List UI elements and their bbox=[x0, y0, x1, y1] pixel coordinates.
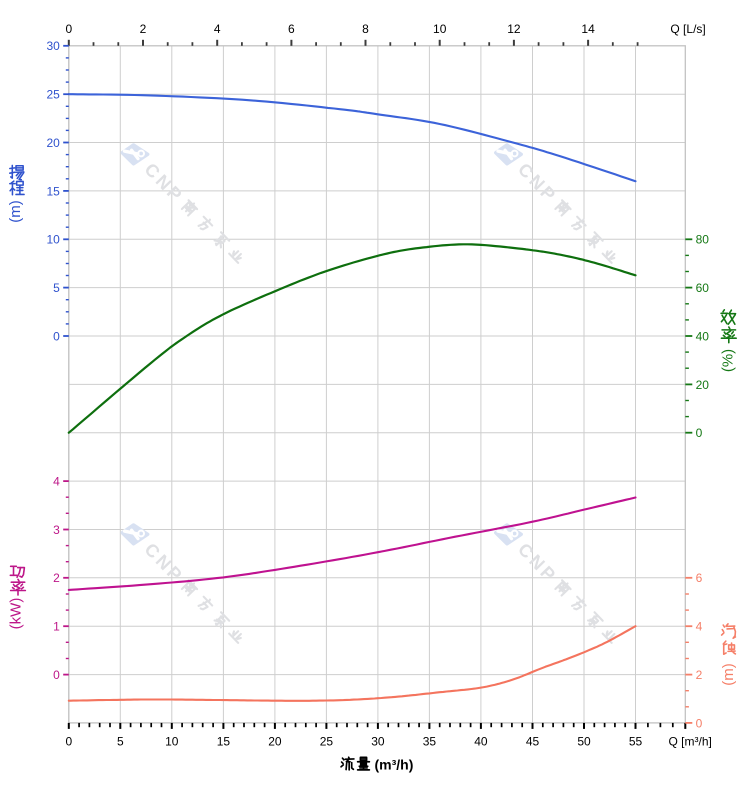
svg-text:6: 6 bbox=[696, 571, 703, 585]
svg-text:60: 60 bbox=[696, 281, 710, 295]
svg-text:(m): (m) bbox=[7, 200, 24, 223]
svg-text:5: 5 bbox=[117, 735, 124, 749]
svg-text:40: 40 bbox=[696, 329, 710, 343]
svg-text:(m³/h): (m³/h) bbox=[375, 756, 414, 772]
svg-text:25: 25 bbox=[46, 88, 60, 102]
svg-text:10: 10 bbox=[46, 233, 60, 247]
svg-text:10: 10 bbox=[165, 735, 179, 749]
svg-text:20: 20 bbox=[46, 136, 60, 150]
svg-text:50: 50 bbox=[577, 735, 591, 749]
svg-text:0: 0 bbox=[53, 668, 60, 682]
svg-text:0: 0 bbox=[65, 22, 72, 36]
svg-text:5: 5 bbox=[53, 281, 60, 295]
svg-text:4: 4 bbox=[696, 620, 703, 634]
svg-text:Q [L/s]: Q [L/s] bbox=[670, 22, 705, 36]
svg-text:(m): (m) bbox=[720, 663, 737, 686]
svg-text:8: 8 bbox=[362, 22, 369, 36]
svg-text:6: 6 bbox=[288, 22, 295, 36]
svg-text:(%): (%) bbox=[720, 349, 737, 372]
svg-text:0: 0 bbox=[65, 735, 72, 749]
svg-text:CNP: CNP bbox=[141, 539, 188, 587]
svg-text:CNP: CNP bbox=[514, 539, 561, 587]
svg-text:15: 15 bbox=[46, 184, 60, 198]
svg-text:0: 0 bbox=[696, 426, 703, 440]
svg-text:CNP: CNP bbox=[141, 159, 188, 207]
svg-text:2: 2 bbox=[140, 22, 147, 36]
svg-text:0: 0 bbox=[53, 329, 60, 343]
svg-text:80: 80 bbox=[696, 233, 710, 247]
svg-text:12: 12 bbox=[507, 22, 521, 36]
svg-text:(kW): (kW) bbox=[8, 598, 25, 630]
svg-text:20: 20 bbox=[268, 735, 282, 749]
svg-text:55: 55 bbox=[629, 735, 643, 749]
svg-text:30: 30 bbox=[46, 39, 60, 53]
svg-text:15: 15 bbox=[217, 735, 231, 749]
svg-text:30: 30 bbox=[371, 735, 385, 749]
svg-text:20: 20 bbox=[696, 378, 710, 392]
svg-text:CNP: CNP bbox=[514, 159, 561, 207]
svg-text:Q [m³/h]: Q [m³/h] bbox=[669, 735, 712, 749]
svg-text:14: 14 bbox=[581, 22, 595, 36]
svg-text:4: 4 bbox=[214, 22, 221, 36]
svg-text:45: 45 bbox=[526, 735, 540, 749]
svg-text:4: 4 bbox=[53, 475, 60, 489]
svg-text:0: 0 bbox=[696, 716, 703, 730]
svg-text:35: 35 bbox=[423, 735, 437, 749]
svg-text:2: 2 bbox=[696, 668, 703, 682]
svg-text:10: 10 bbox=[433, 22, 447, 36]
svg-text:40: 40 bbox=[474, 735, 488, 749]
svg-text:3: 3 bbox=[53, 523, 60, 537]
svg-text:2: 2 bbox=[53, 571, 60, 585]
svg-text:25: 25 bbox=[320, 735, 334, 749]
svg-text:1: 1 bbox=[53, 620, 60, 634]
